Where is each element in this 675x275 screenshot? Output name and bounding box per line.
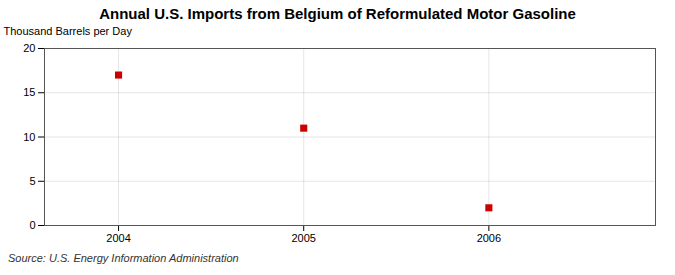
- svg-text:0: 0: [29, 219, 35, 231]
- svg-text:2006: 2006: [477, 232, 501, 244]
- svg-text:5: 5: [29, 175, 35, 187]
- svg-text:2004: 2004: [106, 232, 130, 244]
- svg-text:15: 15: [23, 86, 35, 98]
- html-text:Source: U.S. Energy Informatio: Source: U.S. Energy Information Administ…: [8, 252, 239, 264]
- svg-text:10: 10: [23, 131, 35, 143]
- svg-text:Thousand Barrels per Day: Thousand Barrels per Day: [4, 25, 133, 37]
- html-text:Annual U.S. Imports from Belgi: Annual U.S. Imports from Belgium of Refo…: [99, 5, 576, 22]
- svg-text:20: 20: [23, 42, 35, 54]
- svg-text:2005: 2005: [291, 232, 315, 244]
